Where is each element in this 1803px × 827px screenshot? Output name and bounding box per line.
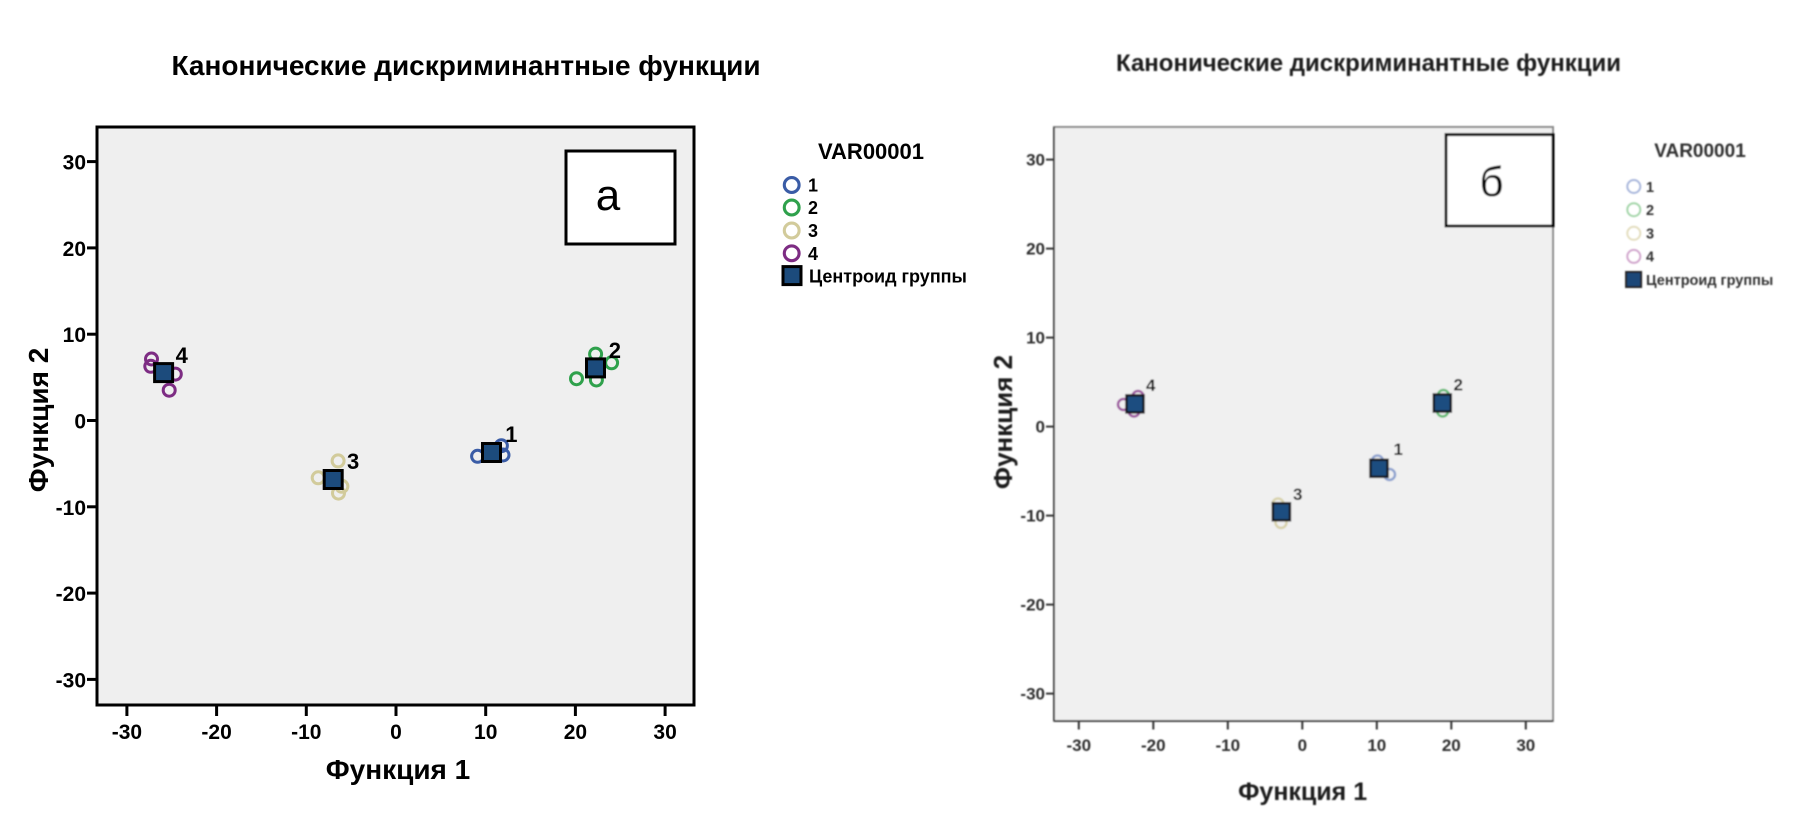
svg-text:Функция 1: Функция 1 (326, 754, 471, 785)
svg-text:4: 4 (1646, 250, 1654, 266)
svg-text:1: 1 (808, 176, 818, 196)
svg-text:10: 10 (474, 721, 497, 744)
svg-text:VAR00001: VAR00001 (818, 139, 924, 164)
svg-text:а: а (596, 171, 621, 220)
svg-text:1: 1 (1646, 180, 1654, 196)
svg-text:10: 10 (1026, 329, 1045, 348)
svg-text:-30: -30 (112, 721, 142, 744)
svg-text:-10: -10 (291, 721, 321, 744)
svg-text:-30: -30 (1020, 685, 1045, 704)
svg-text:Канонические дискриминантные ф: Канонические дискриминантные функции (1116, 50, 1621, 77)
svg-text:3: 3 (808, 221, 818, 241)
svg-text:3: 3 (347, 449, 359, 474)
svg-text:4: 4 (808, 244, 818, 264)
svg-text:0: 0 (390, 721, 402, 744)
svg-text:20: 20 (564, 721, 587, 744)
svg-text:30: 30 (63, 152, 86, 175)
svg-text:30: 30 (1516, 736, 1535, 755)
svg-text:0: 0 (1298, 736, 1307, 755)
svg-text:-20: -20 (1020, 596, 1045, 615)
svg-text:Функция 2: Функция 2 (23, 348, 54, 493)
svg-text:-10: -10 (1216, 736, 1241, 755)
svg-text:Канонические дискриминантные ф: Канонические дискриминантные функции (171, 50, 760, 81)
svg-text:-20: -20 (201, 721, 231, 744)
svg-text:4: 4 (1146, 376, 1156, 395)
svg-text:б: б (1479, 158, 1503, 205)
svg-text:-20: -20 (56, 583, 86, 606)
svg-text:-10: -10 (1020, 507, 1045, 526)
svg-text:-20: -20 (1141, 736, 1166, 755)
svg-text:10: 10 (1367, 736, 1386, 755)
svg-text:VAR00001: VAR00001 (1654, 141, 1746, 162)
svg-text:3: 3 (1293, 485, 1302, 504)
svg-text:Центроид группы: Центроид группы (1646, 273, 1773, 289)
svg-text:-30: -30 (56, 669, 86, 692)
svg-text:1: 1 (505, 422, 517, 447)
svg-text:10: 10 (63, 324, 86, 347)
svg-text:20: 20 (63, 238, 86, 261)
svg-text:2: 2 (808, 198, 818, 218)
svg-text:2: 2 (1646, 203, 1654, 219)
svg-text:20: 20 (1442, 736, 1461, 755)
svg-text:Функция 1: Функция 1 (1238, 778, 1367, 806)
svg-text:4: 4 (176, 343, 189, 368)
svg-text:0: 0 (74, 411, 86, 434)
svg-text:30: 30 (1026, 151, 1045, 170)
svg-text:Функция 2: Функция 2 (988, 355, 1018, 489)
svg-text:1: 1 (1394, 440, 1403, 459)
svg-text:-30: -30 (1067, 736, 1092, 755)
svg-text:-10: -10 (56, 497, 86, 520)
svg-text:30: 30 (653, 721, 676, 744)
svg-text:Центроид группы: Центроид группы (809, 266, 967, 286)
svg-text:3: 3 (1646, 227, 1654, 243)
svg-text:2: 2 (609, 338, 621, 363)
svg-text:0: 0 (1036, 418, 1045, 437)
svg-text:2: 2 (1454, 376, 1463, 395)
svg-text:20: 20 (1026, 240, 1045, 259)
